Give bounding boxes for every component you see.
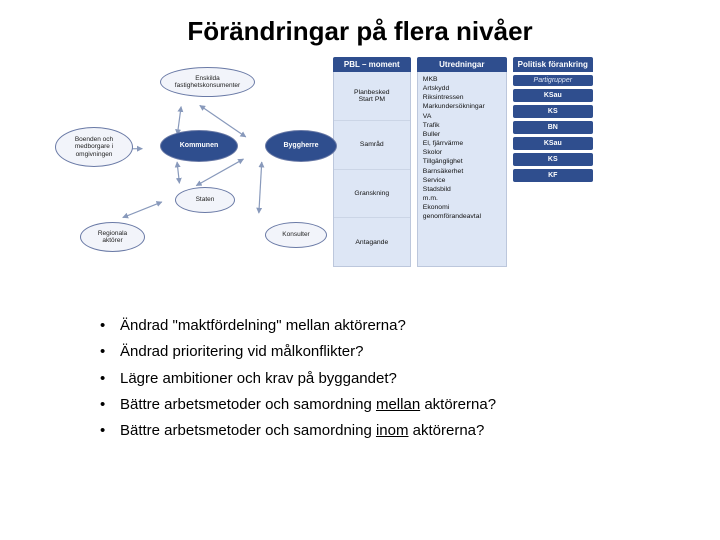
- politisk-badge-2: BN: [513, 121, 593, 134]
- utredning-item-13: m.m.: [423, 195, 501, 203]
- edge-staten-regional: [123, 202, 162, 218]
- actor-diagram: Enskildafastighetskonsumenter Boenden och…: [40, 57, 313, 267]
- col-pbl: PBL – moment PlanbeskedStart PMSamrådGra…: [333, 57, 411, 267]
- tables-area: PBL – moment PlanbeskedStart PMSamrådGra…: [333, 57, 680, 267]
- utredning-item-10: Barnsäkerhet: [423, 168, 501, 176]
- pbl-row-0: PlanbeskedStart PM: [334, 72, 410, 121]
- utredning-item-12: Stadsbild: [423, 186, 501, 194]
- node-top: Enskildafastighetskonsumenter: [160, 67, 255, 97]
- node-left: Boenden ochmedborgare iomgivningen: [55, 127, 133, 167]
- politisk-badge-0: KSau: [513, 89, 593, 102]
- content-row: Enskildafastighetskonsumenter Boenden och…: [0, 57, 720, 287]
- utredning-item-8: Skolor: [423, 149, 501, 157]
- edge-center-staten: [177, 162, 179, 183]
- utredning-item-4: VA: [423, 113, 501, 121]
- col-politisk-header: Politisk förankring: [513, 57, 593, 72]
- edge-top-center: [177, 107, 181, 135]
- bullet-1: Ändrad prioritering vid målkonflikter?: [100, 339, 660, 365]
- bullet-list: Ändrad "maktfördelning" mellan aktörerna…: [0, 287, 720, 444]
- node-right: Byggherre: [265, 130, 337, 162]
- utredning-item-7: El, fjärrvärme: [423, 140, 501, 148]
- utredning-item-2: Riksintressen: [423, 94, 501, 102]
- utredning-item-6: Buller: [423, 131, 501, 139]
- node-staten: Staten: [175, 187, 235, 213]
- node-regional: Regionalaaktörer: [80, 222, 145, 252]
- politisk-badge-5: KF: [513, 169, 593, 182]
- bullet-0: Ändrad "maktfördelning" mellan aktörerna…: [100, 313, 660, 339]
- politisk-badge-3: KSau: [513, 137, 593, 150]
- bullet-4: Bättre arbetsmetoder och samordning inom…: [100, 418, 660, 444]
- utredning-item-5: Trafik: [423, 122, 501, 130]
- edge-right-staten: [196, 159, 243, 186]
- node-center: Kommunen: [160, 130, 238, 162]
- politisk-badge-1: KS: [513, 105, 593, 118]
- slide-title: Förändringar på flera nivåer: [0, 0, 720, 57]
- utredning-item-0: MKB: [423, 76, 501, 84]
- col-politisk: Politisk förankring Partigrupper KSau KS BN…: [513, 57, 593, 267]
- utredning-item-1: Artskydd: [423, 85, 501, 93]
- edge-right-konsult: [259, 162, 262, 213]
- utredning-item-9: Tillgänglighet: [423, 158, 501, 166]
- bullet-3: Bättre arbetsmetoder och samordning mell…: [100, 392, 660, 418]
- utredning-item-14: Ekonomi: [423, 204, 501, 212]
- node-konsult: Konsulter: [265, 222, 327, 248]
- col-utredningar-header: Utredningar: [417, 57, 507, 72]
- col-pbl-header: PBL – moment: [333, 57, 411, 72]
- pbl-row-2: Granskning: [334, 170, 410, 219]
- politisk-badge-4: KS: [513, 153, 593, 166]
- utredning-item-3: Markundersökningar: [423, 103, 501, 111]
- pbl-row-3: Antagande: [334, 218, 410, 266]
- utredning-item-15: genomförandeavtal: [423, 213, 501, 221]
- col-utredningar: Utredningar MKBArtskyddRiksintressenMark…: [417, 57, 507, 267]
- utredning-item-11: Service: [423, 177, 501, 185]
- col-politisk-subheader: Partigrupper: [513, 75, 593, 86]
- pbl-row-1: Samråd: [334, 121, 410, 170]
- bullet-2: Lägre ambitioner och krav på byggandet?: [100, 366, 660, 392]
